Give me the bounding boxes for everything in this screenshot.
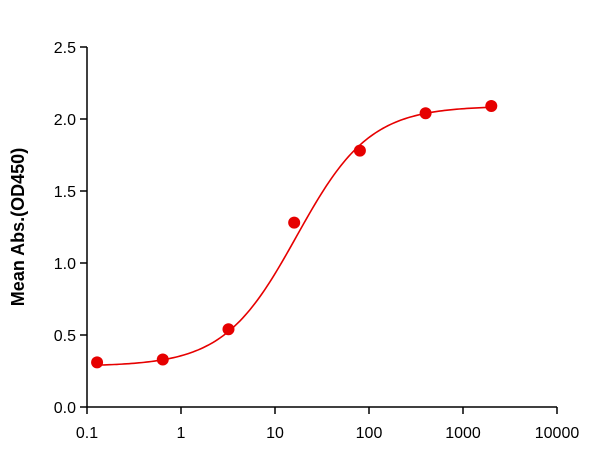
data-point [91,356,104,369]
data-point [288,216,301,229]
axes [86,47,557,408]
y-tick-label: 1.5 [54,184,76,201]
x-ticks: 0.1 1 10 100 1000 10000 [76,407,579,442]
y-tick-label: 0.0 [54,400,76,417]
y-axis-title: Mean Abs.(OD450) [8,148,28,306]
x-tick-label: 10 [266,425,284,442]
y-tick-label: 2.5 [54,40,76,57]
data-points [91,100,498,369]
x-tick-label: 0.1 [76,425,98,442]
x-tick-label: 10000 [535,425,580,442]
y-ticks: 0.0 0.5 1.0 1.5 2.0 2.5 [54,40,87,417]
x-tick-label: 1 [177,425,186,442]
y-tick-label: 0.5 [54,328,76,345]
x-tick-label: 100 [356,425,383,442]
data-point [222,323,235,336]
data-point [353,144,366,157]
fit-curve [97,106,492,366]
data-point [485,100,498,113]
data-point [156,353,169,366]
x-tick-label: 1000 [445,425,481,442]
data-point [419,107,432,120]
y-tick-label: 2.0 [54,112,76,129]
y-tick-label: 1.0 [54,256,76,273]
